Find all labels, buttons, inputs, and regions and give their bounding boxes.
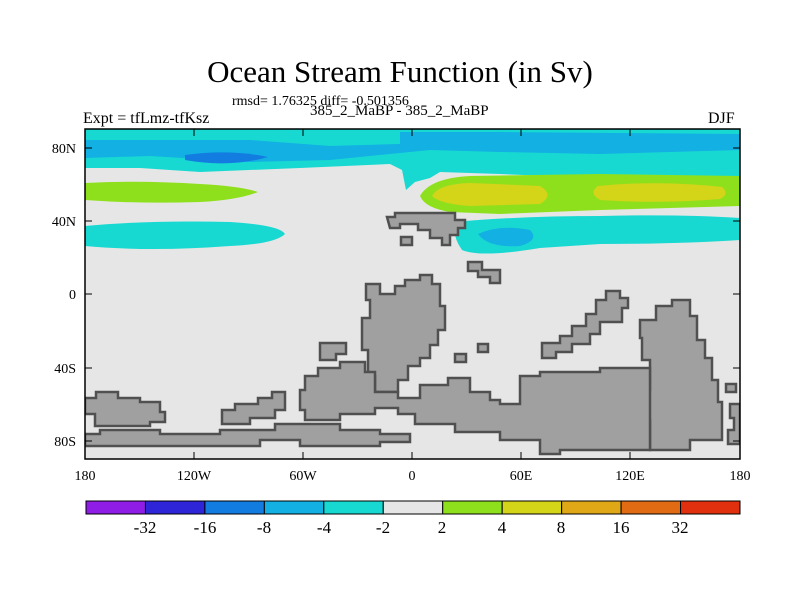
plot-title: Ocean Stream Function (in Sv) (207, 54, 593, 89)
colorbar-label-7: 4 (498, 518, 507, 537)
colorbar-box (501, 500, 563, 515)
colorbar-box (85, 500, 146, 515)
lat-label-40n: 40N (52, 215, 76, 230)
colorbar-label-8: 8 (557, 518, 566, 537)
contour-subtropical-east (454, 215, 740, 254)
colorbar-box (620, 500, 682, 515)
colorbar-box (204, 500, 265, 515)
colorbar-box (323, 500, 384, 515)
contour-subtropical-west (85, 221, 285, 249)
contour-arctic-core (185, 152, 268, 164)
land-island-west (318, 341, 348, 362)
lon-label-120e: 120E (615, 469, 645, 484)
colorbar-box (382, 500, 444, 515)
contour-positive-band (85, 181, 258, 203)
experiment-label: Expt = tfLmz-tfKsz (83, 110, 210, 127)
colorbar-labels: -32 -16 -8 -4 -2 2 4 8 16 32 (134, 518, 689, 537)
land-antarctic-far-east (726, 402, 740, 446)
land-small-island-2 (466, 260, 502, 285)
colorbar-label-2: -16 (194, 518, 217, 537)
colorbar-label-1: -32 (134, 518, 157, 537)
colorbar (85, 500, 741, 515)
land-north-america-piece (385, 211, 467, 247)
stats-label: rmsd= 1.76325 diff= -0.501356 (232, 94, 409, 109)
land-antarctic-bridge (298, 360, 652, 456)
lat-label-80s: 80S (54, 435, 76, 450)
land-antarctic-mid (220, 390, 287, 426)
lon-label-60e: 60E (510, 469, 533, 484)
colorbar-label-4: -4 (317, 518, 332, 537)
land-south-america (360, 273, 447, 394)
colorbar-label-3: -8 (257, 518, 271, 537)
lat-label-40s: 40S (54, 362, 76, 377)
season-label: DJF (708, 110, 735, 127)
colorbar-label-9: 16 (613, 518, 630, 537)
lon-label-120w: 120W (177, 469, 212, 484)
lon-label-180w: 180 (75, 469, 96, 484)
land-masses (85, 211, 740, 456)
land-antarctic-main (85, 422, 412, 448)
lat-ticks (85, 147, 740, 442)
colorbar-box (144, 500, 206, 515)
colorbar-box (442, 500, 503, 515)
lon-label-180e: 180 (730, 469, 751, 484)
lon-ticks (84, 129, 741, 459)
land-small-east (724, 382, 738, 394)
colorbar-label-6: 2 (438, 518, 447, 537)
contour-subtropical-core (478, 227, 534, 247)
colorbar-box (561, 500, 622, 515)
land-small-island-1 (399, 235, 414, 247)
land-island-mid2 (476, 342, 490, 354)
contour-positive-core-east (593, 183, 726, 202)
land-africa (540, 289, 630, 360)
colorbar-label-10: 32 (672, 518, 689, 537)
colorbar-box (680, 500, 741, 515)
comparison-label: 385_2_MaBP - 385_2_MaBP (310, 103, 489, 119)
lon-labels: 180 120W 60W 0 60E 120E 180 (75, 469, 751, 484)
land-antarctic-west (85, 390, 167, 428)
lon-label-60w: 60W (289, 469, 317, 484)
contour-positive-core (432, 183, 548, 206)
map-area (85, 129, 740, 459)
lat-label-80n: 80N (52, 142, 76, 157)
lon-label-0: 0 (409, 469, 416, 484)
lat-labels: 80N 40N 0 40S 80S (52, 142, 76, 450)
colorbar-box (263, 500, 325, 515)
lat-label-0: 0 (69, 288, 76, 303)
land-island-mid (453, 352, 468, 364)
colorbar-label-5: -2 (376, 518, 390, 537)
